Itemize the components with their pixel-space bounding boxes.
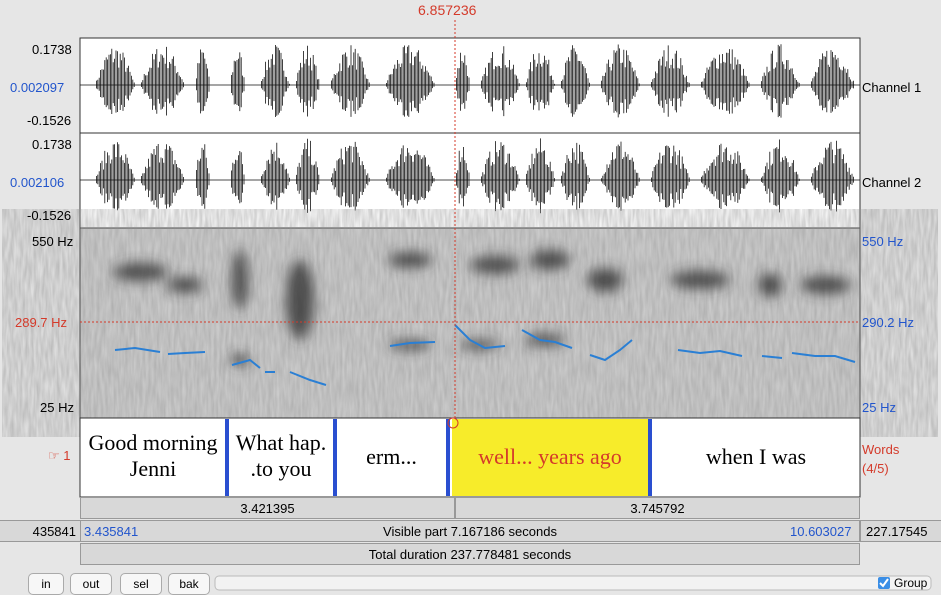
zoom-back[interactable]: bak: [168, 573, 210, 595]
ch2-bottom: -0.1526: [27, 208, 72, 223]
visible-part[interactable]: Visible part 7.167186 seconds: [80, 520, 860, 542]
segment-duration[interactable]: 3.745792: [455, 497, 860, 519]
ch2-top: 0.1738: [32, 137, 72, 152]
cursor-time: 6.857236: [418, 2, 477, 18]
selected-interval: [452, 419, 650, 496]
segment-duration[interactable]: 3.421395: [80, 497, 455, 519]
group-label: Group: [894, 576, 928, 590]
pitch-contour: [114, 324, 856, 386]
freq-mid: 289.7 Hz: [15, 315, 68, 330]
interval[interactable]: erm...: [337, 444, 446, 470]
ch1-label: Channel 1: [862, 80, 922, 95]
freq-mid-right: 290.2 Hz: [862, 315, 915, 330]
interval-line: .to you: [250, 456, 312, 481]
ch2-label: Channel 2: [862, 175, 922, 190]
zoom-out[interactable]: out: [70, 573, 112, 595]
freq-top-right: 550 Hz: [862, 234, 904, 249]
interval-line: Jenni: [129, 456, 177, 481]
freq-top: 550 Hz: [32, 234, 74, 249]
ch2-mid: 0.002106: [10, 175, 65, 190]
interval[interactable]: Good morning Jenni: [80, 430, 226, 482]
tier-marker: ☞ 1: [48, 448, 71, 463]
scrollbar[interactable]: [214, 575, 932, 591]
interval-line: when I was: [705, 444, 807, 469]
waveforms: [80, 44, 860, 214]
visible-start: 3.435841: [84, 524, 139, 539]
interval[interactable]: well... years ago: [452, 444, 648, 470]
interval-line: well... years ago: [478, 444, 622, 469]
cursor-marker: [447, 417, 459, 429]
visible-end: 10.603027: [790, 524, 852, 539]
tier-name: Words (4/5): [862, 440, 899, 478]
interval[interactable]: when I was: [652, 444, 860, 470]
check: [879, 578, 889, 588]
total-duration[interactable]: Total duration 237.778481 seconds: [80, 543, 860, 565]
spectrogram-noise: [80, 228, 860, 418]
boundaries: [225, 419, 652, 496]
waveform: [80, 44, 860, 118]
ch1-bottom: -0.1526: [27, 113, 72, 128]
right-outer[interactable]: 227.17545: [860, 520, 941, 542]
waveform: [80, 138, 860, 214]
zoom-sel[interactable]: sel: [120, 573, 162, 595]
interval-line: Good morning: [88, 430, 218, 455]
freq-bottom: 25 Hz: [40, 400, 74, 415]
interval-line: What hap.: [235, 430, 327, 455]
formants: [112, 250, 850, 366]
interval-line: erm...: [366, 444, 417, 469]
ch1-mid: 0.002097: [10, 80, 65, 95]
ch1-top: 0.1738: [32, 42, 72, 57]
freq-bottom-right: 25 Hz: [862, 400, 896, 415]
interval[interactable]: What hap. .to you: [229, 430, 333, 482]
tier-name-line: (4/5): [862, 461, 889, 476]
tier-name-line: Words: [862, 442, 900, 457]
left-outer[interactable]: 435841: [0, 520, 81, 542]
